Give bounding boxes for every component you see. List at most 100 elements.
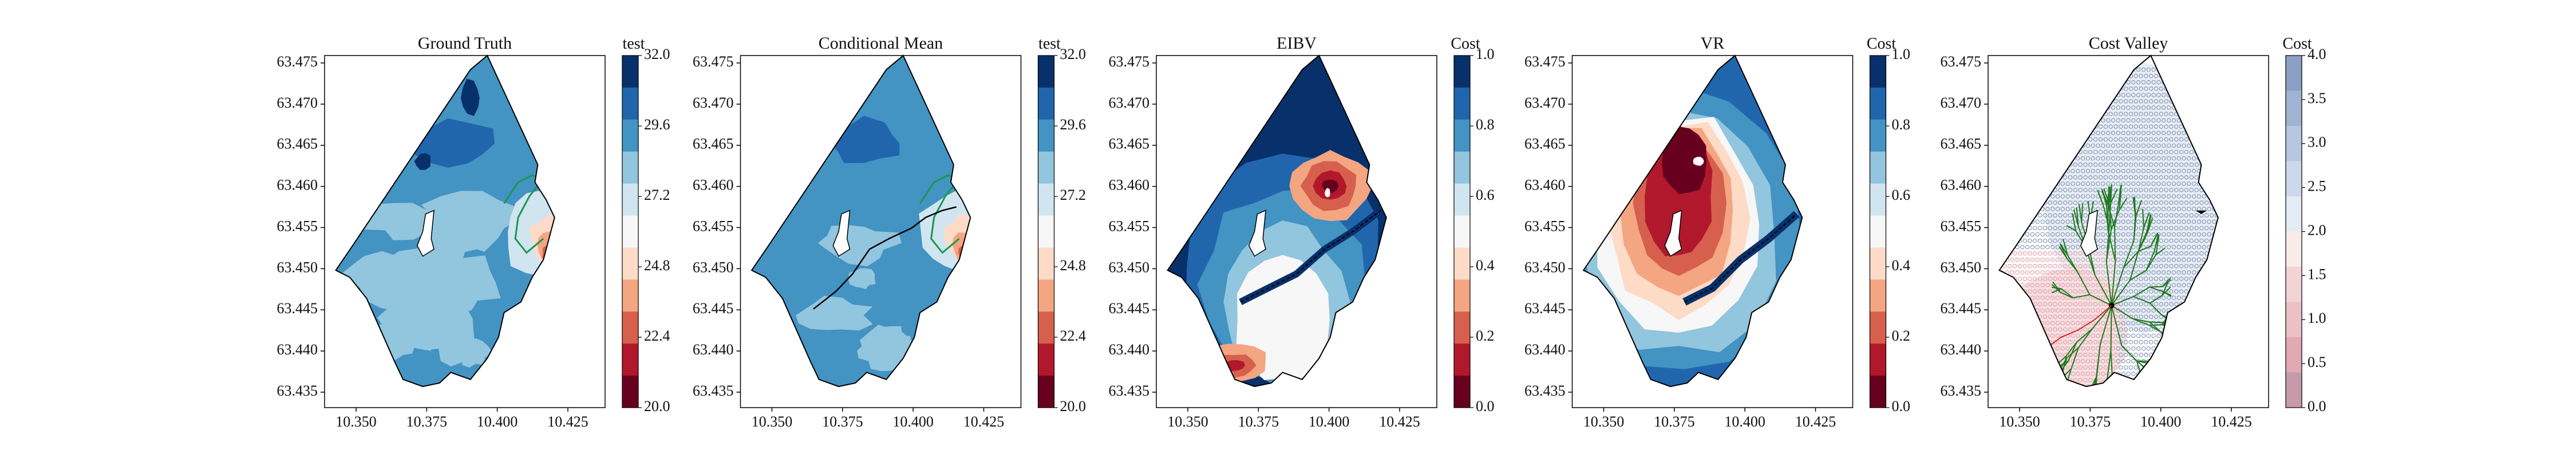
colorbar-band <box>1454 376 1470 408</box>
colorbar-tick-label: 29.6 <box>644 116 670 133</box>
x-tick-label: 10.400 <box>1309 413 1350 430</box>
y-tick-label: 63.475 <box>693 53 734 70</box>
colorbar-band <box>1454 311 1470 344</box>
panel-2: Conditional Mean 63.475 63.470 63.465 63.460… <box>693 34 1086 430</box>
colorbar-band <box>1038 344 1054 376</box>
colorbar-band <box>2286 56 2302 91</box>
x-tick-label: 10.350 <box>335 413 377 430</box>
colorbar-band <box>1454 87 1470 120</box>
colorbar: 1.0 0.8 0.6 0.4 0.2 0.0 Cost <box>1451 35 1494 414</box>
panel-3: EIBV 63.475 63.470 63.465 63.460 63.455 63.450… <box>1109 34 1495 430</box>
colorbar-band <box>1870 279 1886 312</box>
y-tick-label: 63.435 <box>1109 382 1150 399</box>
panel-4: VR 63.475 63.470 63.465 63.460 63.455 63.450 63… <box>1524 34 1910 430</box>
y-tick-label: 63.475 <box>1109 53 1150 70</box>
x-tick-label: 10.425 <box>963 413 1005 430</box>
colorbar-band <box>1038 119 1054 152</box>
panel-title: Cost Valley <box>2089 34 2168 53</box>
y-tick-label: 63.460 <box>1941 177 1982 194</box>
target-marker <box>2195 210 2207 214</box>
colorbar-band <box>622 247 638 280</box>
y-tick-label: 63.465 <box>1524 136 1566 152</box>
colorbar-tick-label: 27.2 <box>1060 187 1086 203</box>
map-field <box>1167 56 1386 387</box>
colorbar-tick-label: 0.4 <box>1892 257 1911 274</box>
y-tick-label: 63.470 <box>277 94 318 111</box>
y-tick-label: 63.470 <box>693 94 734 111</box>
colorbar-band <box>1454 215 1470 248</box>
colorbar-tick-label: 0.6 <box>1892 187 1911 203</box>
colorbar-band <box>622 376 638 408</box>
x-tick-label: 10.375 <box>1654 413 1695 430</box>
y-tick-label: 63.435 <box>1524 382 1566 399</box>
colorbar-tick-label: 0.0 <box>1476 398 1495 414</box>
y-tick-label: 63.465 <box>1941 136 1982 152</box>
colorbar-tick-label: 1.0 <box>2308 310 2326 326</box>
colorbar-band <box>622 311 638 344</box>
colorbar-label: Cost <box>1867 35 1897 53</box>
colorbar-band <box>1870 215 1886 248</box>
boundary <box>1998 54 2219 388</box>
colorbar-band <box>622 151 638 184</box>
colorbar-band <box>1870 151 1886 184</box>
colorbar-band <box>1038 279 1054 312</box>
y-tick-label: 63.470 <box>1109 94 1150 111</box>
colorbar-tick-label: 0.4 <box>1476 257 1495 274</box>
trajectory <box>813 206 957 310</box>
x-tick-label: 10.400 <box>892 413 934 430</box>
y-tick-label: 63.435 <box>693 382 734 399</box>
y-tick-label: 63.450 <box>1524 259 1566 275</box>
colorbar-band <box>1038 376 1054 408</box>
colorbar-band <box>2286 90 2302 127</box>
colorbar-band <box>1454 247 1470 280</box>
x-tick-label: 10.400 <box>2140 413 2182 430</box>
x-tick-label: 10.400 <box>477 413 518 430</box>
threshold-contour <box>503 174 545 254</box>
x-tick-label: 10.350 <box>1167 413 1208 430</box>
colorbar-band <box>1870 376 1886 408</box>
x-tick-label: 10.425 <box>2211 413 2252 430</box>
island <box>832 210 851 257</box>
colorbar-tick-label: 0.2 <box>1476 327 1495 344</box>
colorbar-band <box>622 87 638 120</box>
colorbar-band <box>1454 344 1470 376</box>
colorbar-band <box>1454 56 1470 88</box>
colorbar-band <box>1038 151 1054 184</box>
colorbar-band <box>1870 56 1886 88</box>
colorbar-band <box>1870 247 1886 280</box>
colorbar-tick-label: 3.5 <box>2308 90 2326 106</box>
x-tick-label: 10.375 <box>822 413 863 430</box>
colorbar-band <box>1454 183 1470 216</box>
y-tick-label: 63.450 <box>693 259 734 275</box>
panel-title: Ground Truth <box>418 34 512 53</box>
y-tick-label: 63.455 <box>693 218 734 234</box>
colorbar-tick-label: 22.4 <box>644 327 670 344</box>
colorbar-band <box>1870 344 1886 376</box>
colorbar: 4.0 3.5 3.0 2.5 2.0 1.5 1.0 0.5 0.0 Cost <box>2282 35 2326 414</box>
y-tick-label: 63.435 <box>277 382 318 399</box>
x-tick-label: 10.350 <box>752 413 793 430</box>
y-tick-label: 63.435 <box>1941 382 1982 399</box>
colorbar-tick-label: 32.0 <box>644 46 670 62</box>
y-tick-label: 63.470 <box>1941 94 1982 111</box>
colorbar-band <box>1454 151 1470 184</box>
x-tick-label: 10.350 <box>1999 413 2040 430</box>
colorbar-tick-label: 0.0 <box>1892 398 1911 414</box>
y-tick-label: 63.455 <box>1109 218 1150 234</box>
x-tick-label: 10.375 <box>1238 413 1279 430</box>
colorbar-band <box>2286 126 2302 161</box>
colorbar-band <box>1870 183 1886 216</box>
y-tick-label: 63.460 <box>1524 177 1566 194</box>
map-field <box>1583 56 1803 387</box>
colorbar-tick-label: 20.0 <box>644 398 670 414</box>
colorbar-tick-label: 0.6 <box>1476 187 1495 203</box>
colorbar-band <box>1870 311 1886 344</box>
colorbar-band <box>1038 215 1054 248</box>
y-tick-label: 63.455 <box>277 218 318 234</box>
colorbar-tick-label: 0.8 <box>1892 116 1911 133</box>
colorbar-band <box>1038 183 1054 216</box>
colorbar-band <box>622 215 638 248</box>
colorbar-tick-label: 3.0 <box>2308 134 2326 151</box>
colorbar-band <box>1870 87 1886 120</box>
